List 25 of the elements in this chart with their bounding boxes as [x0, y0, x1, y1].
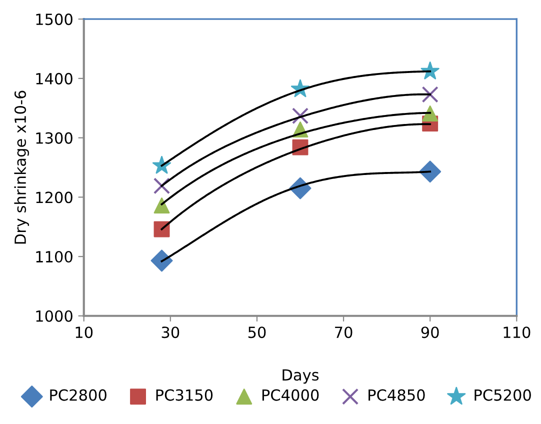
- x-tick-label: 10: [76, 326, 93, 338]
- x-axis-title: Days: [282, 369, 319, 384]
- point: [153, 178, 170, 194]
- legend-label: PC3150: [156, 389, 213, 401]
- y-tick-label: 1400: [36, 72, 72, 84]
- x-tick-label: 30: [162, 326, 180, 338]
- y-tick-label: 1000: [36, 310, 72, 322]
- y-axis-title: Dry shrinkage x10-6: [14, 90, 29, 244]
- x-tick-label: 70: [335, 326, 352, 338]
- point: [422, 105, 438, 122]
- x-tick-label: 90: [421, 326, 439, 338]
- y-tick-label: 1200: [36, 192, 72, 204]
- legend-label: PC4850: [368, 389, 425, 401]
- point: [422, 86, 438, 103]
- x-tick-label: 50: [248, 326, 266, 338]
- point: [292, 108, 309, 124]
- legend-label: PC5200: [474, 389, 531, 401]
- x-tick-label: 110: [504, 326, 530, 338]
- point: [154, 197, 170, 214]
- y-tick-label: 1300: [36, 132, 72, 144]
- legend-label: PC4000: [262, 389, 319, 401]
- legend-label: PC2800: [50, 389, 106, 401]
- y-tick-label: 1500: [36, 14, 72, 26]
- y-tick-label: 1100: [36, 250, 72, 263]
- point: [150, 250, 173, 272]
